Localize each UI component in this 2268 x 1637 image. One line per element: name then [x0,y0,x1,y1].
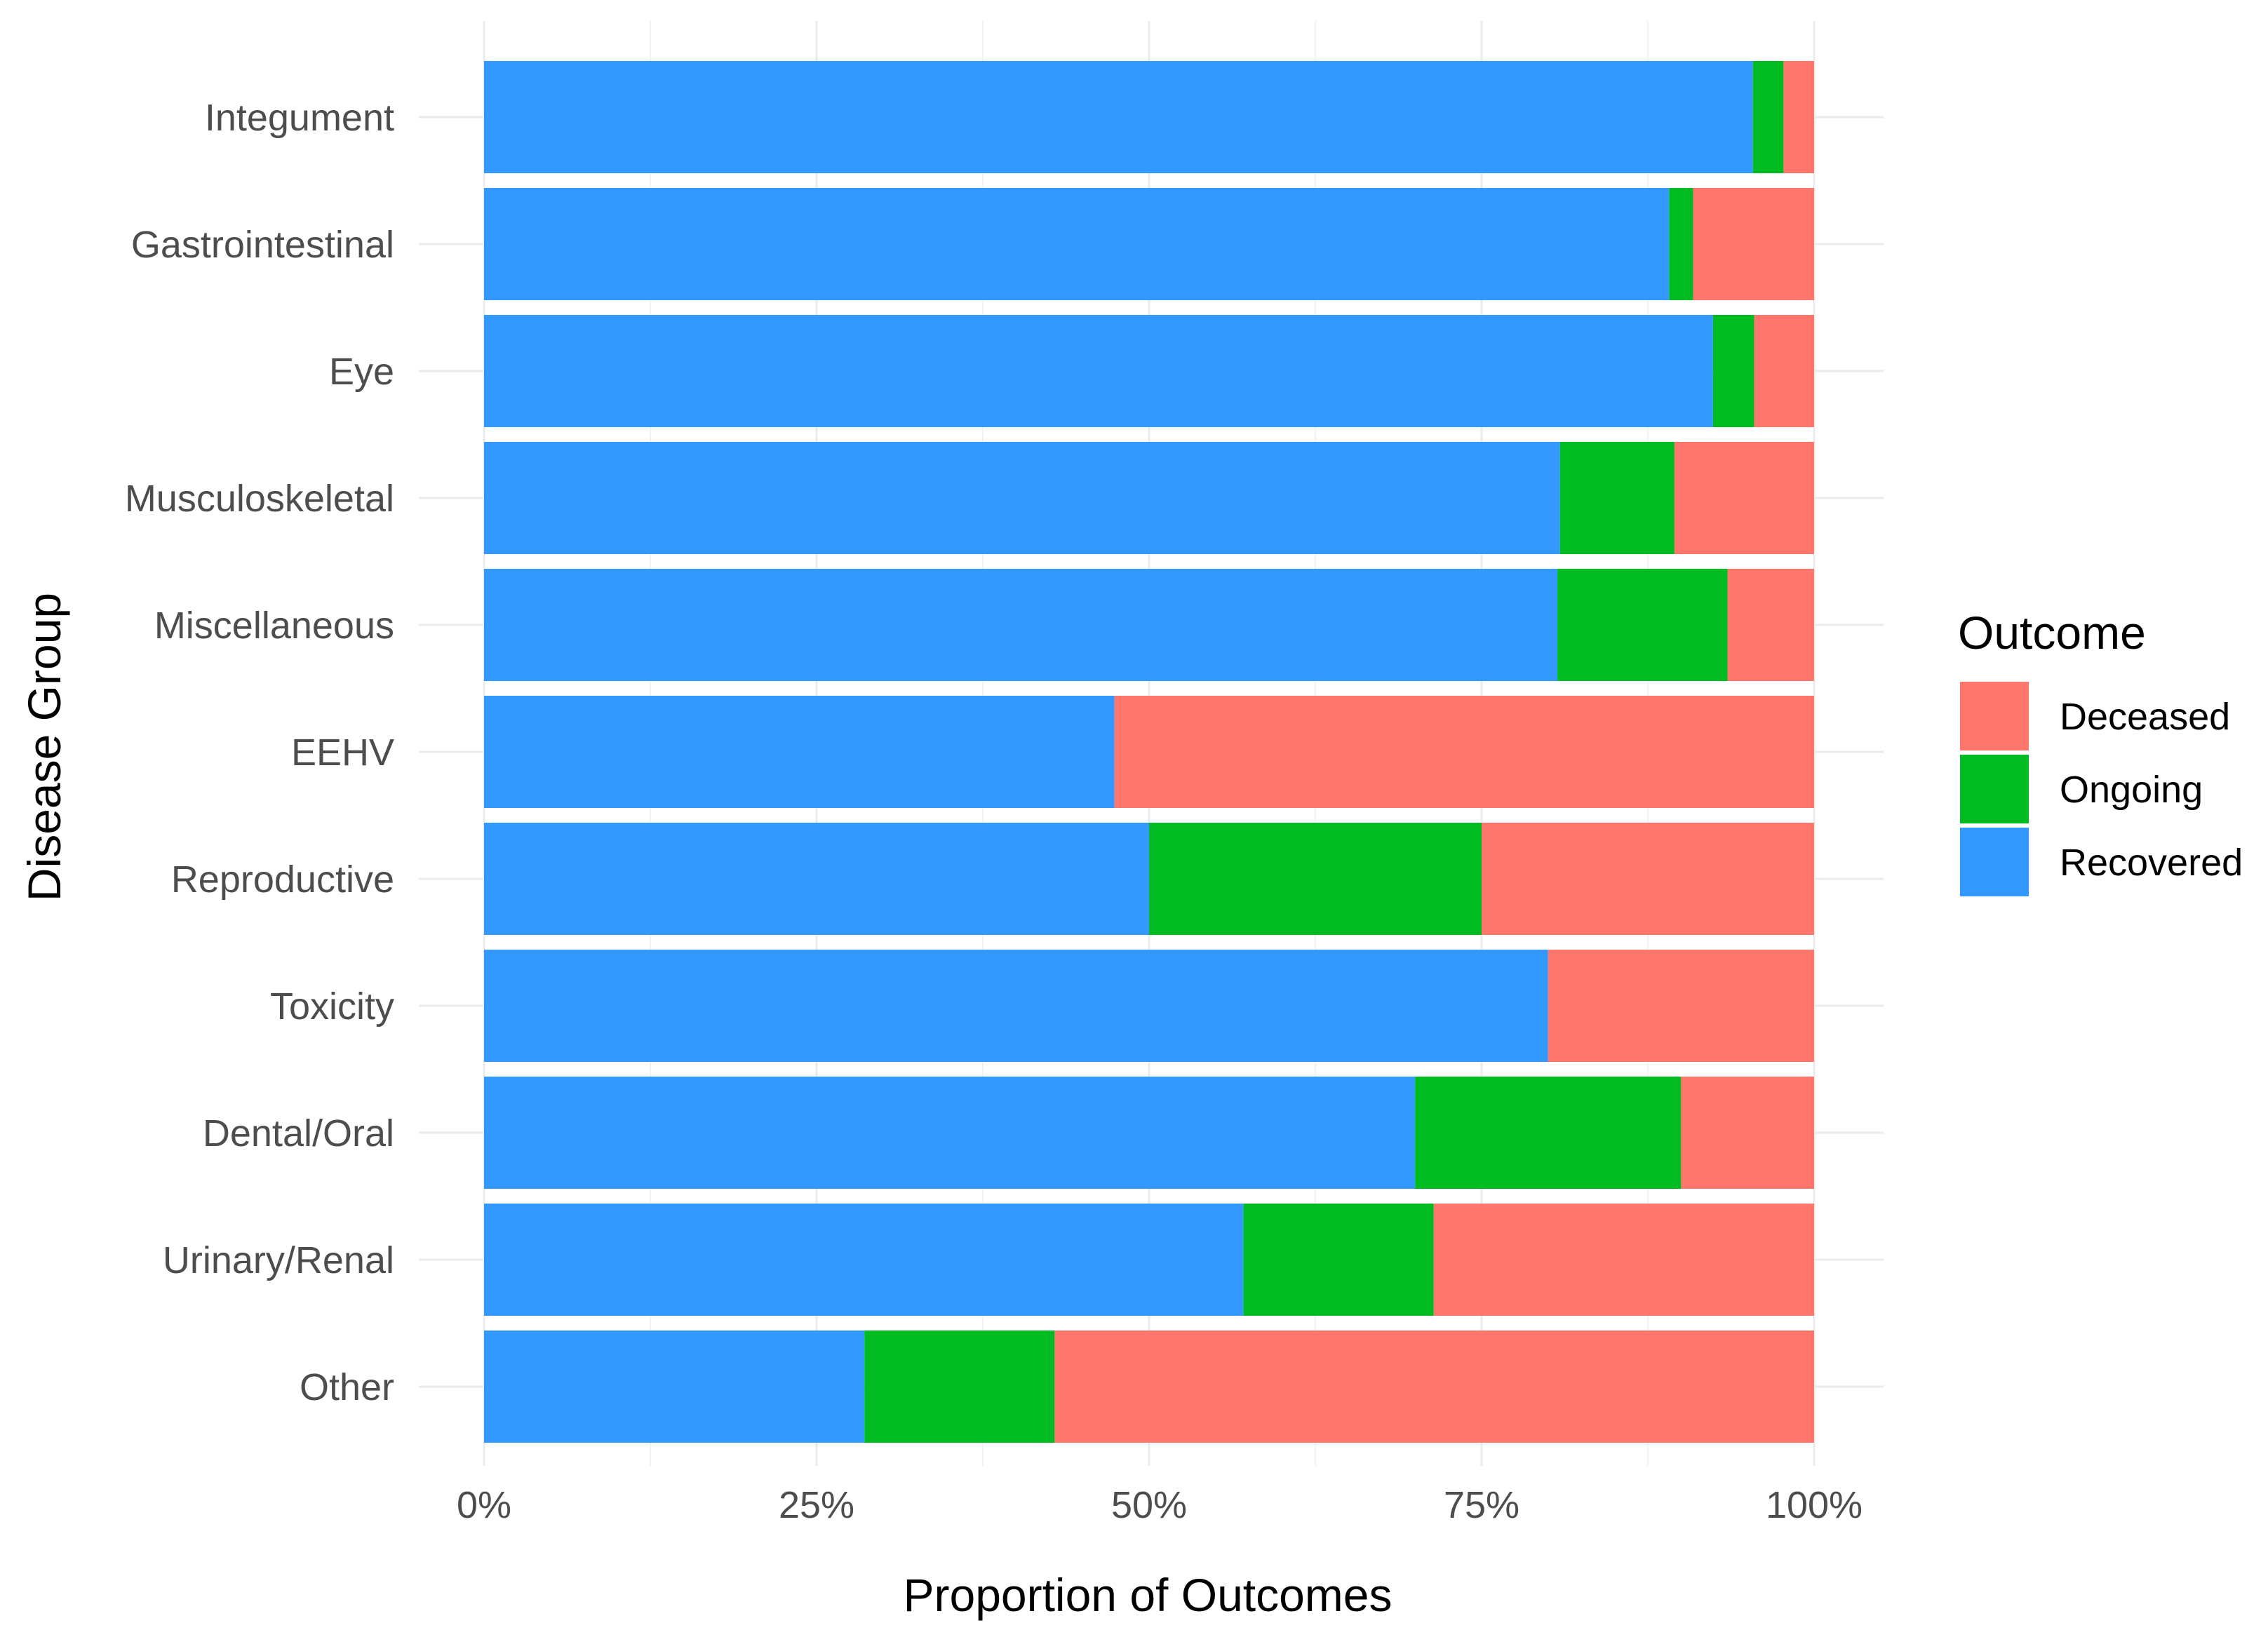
category-label-eye: Eye [329,351,394,393]
category-label-reproductive: Reproductive [171,858,394,901]
bar-miscellaneous-recovered [484,569,1558,681]
category-label-toxicity: Toxicity [270,985,394,1028]
bars [484,61,1814,1443]
bar-other-deceased [1054,1331,1814,1443]
x-tick-label: 75% [1444,1484,1519,1526]
bar-dental-oral-deceased [1681,1077,1814,1189]
bar-miscellaneous-deceased [1727,569,1814,681]
bar-eye-recovered [484,315,1713,427]
category-label-integument: Integument [205,97,394,139]
bar-dental-oral-ongoing [1415,1077,1682,1189]
bar-eye-ongoing [1712,315,1754,427]
bar-miscellaneous-ongoing [1557,569,1728,681]
bar-toxicity-recovered [484,950,1548,1062]
category-labels: Integument Gastrointestinal Eye Musculoskel… [125,97,394,1408]
legend-key-recovered [1960,828,2029,896]
bar-other-ongoing [864,1331,1055,1443]
bar-gastrointestinal-deceased [1693,188,1814,300]
bar-other-recovered [484,1331,865,1443]
legend-label-deceased: Deceased [2060,696,2230,738]
category-label-musculoskeletal: Musculoskeletal [125,478,394,520]
category-label-other: Other [300,1366,394,1408]
bar-reproductive-recovered [484,823,1149,935]
bar-eehv-deceased [1114,696,1814,808]
bar-musculoskeletal-deceased [1674,442,1814,554]
legend-label-ongoing: Ongoing [2060,769,2203,811]
x-tick-label: 100% [1766,1484,1863,1526]
legend-label-recovered: Recovered [2060,842,2243,884]
legend-key-deceased [1960,682,2029,750]
bar-reproductive-ongoing [1149,823,1482,935]
legend: Outcome Deceased Ongoing Recovered [1958,607,2243,896]
bar-urinary-renal-deceased [1433,1204,1814,1316]
bar-musculoskeletal-recovered [484,442,1560,554]
bar-musculoskeletal-ongoing [1559,442,1675,554]
x-tick-label: 0% [457,1484,511,1526]
x-tick-labels: 0% 25% 50% 75% 100% [457,1484,1863,1526]
category-label-miscellaneous: Miscellaneous [154,605,394,647]
bar-integument-recovered [484,61,1753,173]
x-tick-label: 25% [779,1484,854,1526]
bar-urinary-renal-recovered [484,1204,1244,1316]
legend-key-ongoing [1960,755,2029,823]
bar-integument-ongoing [1752,61,1784,173]
y-axis-title: Disease Group [18,593,70,901]
bar-gastrointestinal-ongoing [1669,188,1693,300]
category-label-dental-oral: Dental/Oral [203,1112,394,1154]
bar-reproductive-deceased [1482,823,1814,935]
category-label-urinary-renal: Urinary/Renal [163,1239,394,1281]
bar-toxicity-deceased [1548,950,1814,1062]
bar-integument-deceased [1783,61,1814,173]
bar-dental-oral-recovered [484,1077,1416,1189]
category-label-gastrointestinal: Gastrointestinal [131,224,394,266]
bar-gastrointestinal-recovered [484,188,1670,300]
legend-title: Outcome [1958,607,2146,659]
x-tick-label: 50% [1111,1484,1187,1526]
category-label-eehv: EEHV [291,732,394,774]
x-axis-title: Proportion of Outcomes [904,1569,1393,1621]
bar-eehv-recovered [484,696,1115,808]
bar-eye-deceased [1754,315,1814,427]
bar-urinary-renal-ongoing [1243,1204,1434,1316]
